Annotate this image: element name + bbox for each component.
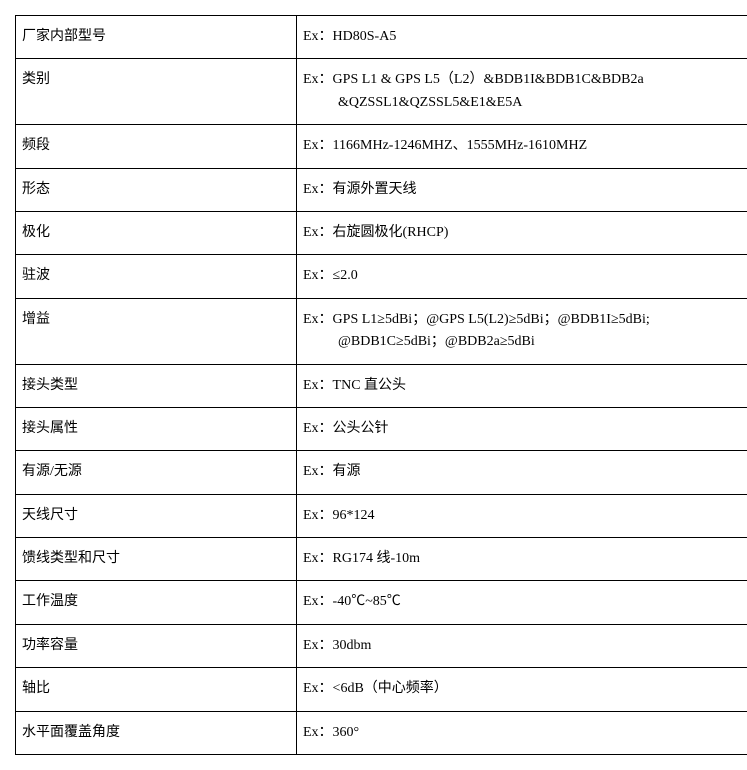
spec-value: Ex：-40℃~85℃ [297, 581, 747, 624]
table-row: 类别 Ex：GPS L1 & GPS L5（L2）&BDB1I&BDB1C&BD… [16, 59, 747, 125]
spec-label: 极化 [16, 211, 297, 254]
spec-label: 工作温度 [16, 581, 297, 624]
spec-label: 形态 [16, 168, 297, 211]
table-row: 极化 Ex：右旋圆极化(RHCP) [16, 211, 747, 254]
spec-label: 厂家内部型号 [16, 16, 297, 59]
table-row: 功率容量 Ex：30dbm [16, 624, 747, 667]
spec-value: Ex：有源 [297, 451, 747, 494]
spec-table: 厂家内部型号 Ex：HD80S-A5 类别 Ex：GPS L1 & GPS L5… [15, 15, 747, 755]
spec-value-line1: Ex：GPS L1≥5dBi；@GPS L5(L2)≥5dBi；@BDB1I≥5… [303, 312, 650, 327]
table-row: 接头类型 Ex：TNC 直公头 [16, 364, 747, 407]
spec-label: 类别 [16, 59, 297, 125]
spec-label: 轴比 [16, 668, 297, 711]
table-row: 接头属性 Ex：公头公针 [16, 407, 747, 450]
spec-value: Ex：≤2.0 [297, 255, 747, 298]
spec-value: Ex：360° [297, 711, 747, 754]
table-row: 增益 Ex：GPS L1≥5dBi；@GPS L5(L2)≥5dBi；@BDB1… [16, 298, 747, 364]
spec-value: Ex：TNC 直公头 [297, 364, 747, 407]
table-row: 天线尺寸 Ex：96*124 [16, 494, 747, 537]
table-row: 轴比 Ex：<6dB（中心频率） [16, 668, 747, 711]
spec-value: Ex：1166MHz-1246MHZ、1555MHz-1610MHZ [297, 125, 747, 168]
table-row: 频段 Ex：1166MHz-1246MHZ、1555MHz-1610MHZ [16, 125, 747, 168]
spec-label: 增益 [16, 298, 297, 364]
spec-value: Ex：HD80S-A5 [297, 16, 747, 59]
spec-label: 接头属性 [16, 407, 297, 450]
table-row: 厂家内部型号 Ex：HD80S-A5 [16, 16, 747, 59]
spec-label: 有源/无源 [16, 451, 297, 494]
spec-value: Ex：右旋圆极化(RHCP) [297, 211, 747, 254]
spec-label: 频段 [16, 125, 297, 168]
spec-value: Ex：96*124 [297, 494, 747, 537]
spec-label: 馈线类型和尺寸 [16, 538, 297, 581]
spec-value: Ex：公头公针 [297, 407, 747, 450]
spec-label: 水平面覆盖角度 [16, 711, 297, 754]
spec-label: 功率容量 [16, 624, 297, 667]
spec-value: Ex：GPS L1 & GPS L5（L2）&BDB1I&BDB1C&BDB2a… [297, 59, 747, 125]
table-row: 驻波 Ex：≤2.0 [16, 255, 747, 298]
spec-value-line2: &QZSSL1&QZSSL5&E1&E5A [303, 92, 747, 114]
spec-value-line2: @BDB1C≥5dBi；@BDB2a≥5dBi [303, 331, 747, 353]
table-row: 工作温度 Ex：-40℃~85℃ [16, 581, 747, 624]
spec-value: Ex：<6dB（中心频率） [297, 668, 747, 711]
spec-label: 接头类型 [16, 364, 297, 407]
spec-table-body: 厂家内部型号 Ex：HD80S-A5 类别 Ex：GPS L1 & GPS L5… [16, 16, 747, 755]
table-row: 形态 Ex：有源外置天线 [16, 168, 747, 211]
spec-value: Ex：GPS L1≥5dBi；@GPS L5(L2)≥5dBi；@BDB1I≥5… [297, 298, 747, 364]
table-row: 馈线类型和尺寸 Ex：RG174 线-10m [16, 538, 747, 581]
table-row: 有源/无源 Ex：有源 [16, 451, 747, 494]
spec-label: 天线尺寸 [16, 494, 297, 537]
spec-value: Ex：30dbm [297, 624, 747, 667]
spec-value: Ex：RG174 线-10m [297, 538, 747, 581]
table-row: 水平面覆盖角度 Ex：360° [16, 711, 747, 754]
spec-value-line1: Ex：GPS L1 & GPS L5（L2）&BDB1I&BDB1C&BDB2a [303, 72, 644, 87]
spec-label: 驻波 [16, 255, 297, 298]
spec-value: Ex：有源外置天线 [297, 168, 747, 211]
